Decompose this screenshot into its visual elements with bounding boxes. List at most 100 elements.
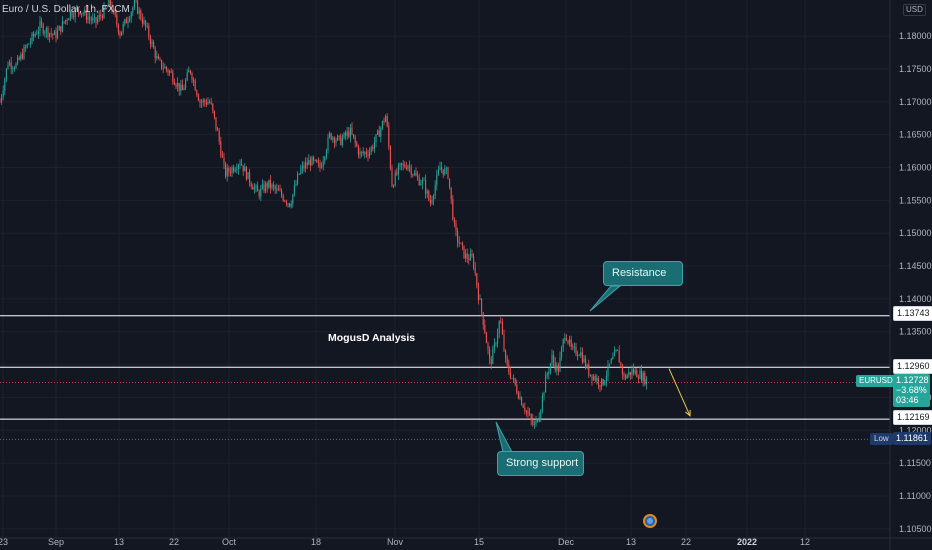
candle-body xyxy=(124,19,126,24)
candle-body xyxy=(556,365,558,371)
candle-body xyxy=(466,253,468,259)
candle-body xyxy=(31,33,33,42)
level-badge-support: 1.12169 xyxy=(893,410,932,425)
x-tick-label: 18 xyxy=(311,537,321,547)
candle-body xyxy=(178,82,180,91)
candle-body xyxy=(327,137,329,151)
y-tick-label: 1.10500 xyxy=(899,524,932,534)
candle-body xyxy=(425,179,427,194)
candle-body xyxy=(589,374,591,376)
candle-body xyxy=(349,127,351,137)
candle-body xyxy=(602,378,604,385)
candle-body xyxy=(529,413,531,415)
forecast-arrow xyxy=(668,368,691,417)
x-tick-label: 15 xyxy=(474,537,484,547)
candle-body xyxy=(121,31,123,36)
x-tick-label: 22 xyxy=(169,537,179,547)
candle-body xyxy=(575,346,577,355)
candle-body xyxy=(364,152,366,154)
candle-body xyxy=(604,381,606,385)
y-tick-label: 1.11500 xyxy=(899,458,931,468)
candle-body xyxy=(417,175,419,178)
candle-body xyxy=(281,190,283,196)
y-tick-label: 1.17500 xyxy=(899,64,932,74)
candle-body xyxy=(386,116,388,126)
candle-body xyxy=(532,419,534,425)
resistance-callout[interactable]: Resistance xyxy=(603,261,683,286)
candle-body xyxy=(57,30,59,39)
x-tick-label: 13 xyxy=(114,537,124,547)
candle-body xyxy=(311,157,313,166)
candle-body xyxy=(116,15,118,25)
candle-body xyxy=(282,195,284,201)
candle-body xyxy=(549,363,551,372)
candle-body xyxy=(551,355,553,364)
candle-body xyxy=(583,358,585,363)
candle-body xyxy=(439,167,441,171)
candle-body xyxy=(181,84,183,91)
candle-body xyxy=(237,165,239,170)
candle-body xyxy=(609,363,611,365)
candle-body xyxy=(362,151,364,154)
candle-body xyxy=(98,14,100,19)
candle-body xyxy=(341,138,343,145)
forecast-arrow-head xyxy=(685,409,691,417)
resistance-callout-pointer xyxy=(589,285,622,312)
candle-body xyxy=(12,68,14,70)
candle-body xyxy=(578,355,580,357)
support-callout[interactable]: Strong support xyxy=(497,451,584,476)
candle-body xyxy=(533,423,535,425)
candle-body xyxy=(357,146,359,155)
analysis-label: MogusD Analysis xyxy=(328,332,416,344)
candle-body xyxy=(397,165,399,175)
candle-body xyxy=(404,164,406,168)
candle-body xyxy=(434,185,436,196)
price-axis[interactable]: 1.18000 1.17500 1.17000 1.16500 1.16000 1.155… xyxy=(889,0,932,550)
candle-body xyxy=(233,167,235,172)
candle-body xyxy=(508,364,510,373)
candle-body xyxy=(484,324,486,334)
event-marker-icon[interactable] xyxy=(643,514,657,528)
candle-body xyxy=(620,362,622,365)
candle-body xyxy=(285,201,287,204)
candle-body xyxy=(615,349,617,352)
candle-body xyxy=(140,10,142,19)
candle-body xyxy=(55,31,57,39)
chart-overlay xyxy=(495,285,691,453)
candle-body xyxy=(141,18,143,24)
candle-body xyxy=(361,151,363,153)
candle-body xyxy=(247,172,249,180)
candle-body xyxy=(599,384,601,387)
candle-body xyxy=(50,33,52,35)
candle-body xyxy=(474,267,476,274)
candle-body xyxy=(106,6,108,8)
symbol-title[interactable]: Euro / U.S. Dollar, 1h, FXCM xyxy=(2,4,130,15)
y-tick-label: 1.17000 xyxy=(899,97,932,107)
candle-body xyxy=(143,20,145,24)
horizontal-levels xyxy=(0,315,890,440)
candle-body xyxy=(164,66,166,69)
candle-body xyxy=(452,199,454,220)
candle-body xyxy=(217,128,219,131)
candle-body xyxy=(154,48,156,58)
candle-body xyxy=(220,141,222,156)
candle-body xyxy=(623,374,625,376)
candle-body xyxy=(482,312,484,325)
candle-body xyxy=(269,179,271,188)
time-axis[interactable]: 23 Sep 13 22 Oct 18 Nov 15 Dec 13 22 2022 12 xyxy=(0,537,932,547)
candle-body xyxy=(308,159,310,165)
x-tick-label: Sep xyxy=(48,537,64,547)
candle-body xyxy=(133,0,135,8)
candle-body xyxy=(517,392,519,399)
candle-body xyxy=(418,177,420,185)
candle-body xyxy=(42,24,44,34)
candle-body xyxy=(501,323,503,335)
candle-body xyxy=(477,285,479,300)
candle-body xyxy=(365,152,367,155)
candle-body xyxy=(52,34,54,36)
candle-body xyxy=(231,167,233,174)
candle-body xyxy=(228,168,230,172)
currency-badge[interactable]: USD xyxy=(903,4,926,16)
candle-body xyxy=(188,70,190,73)
